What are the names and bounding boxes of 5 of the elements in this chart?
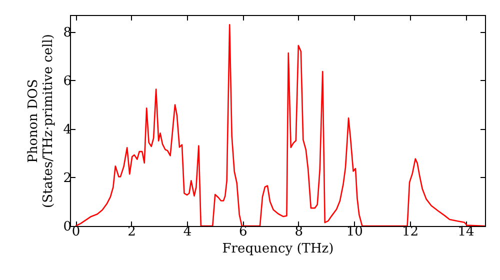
- x-axis-title: Frequency (THz): [222, 242, 334, 256]
- y-tick-label: 4: [63, 122, 72, 138]
- y-axis-title: Phonon DOS (States/THz·primitive cell): [26, 34, 56, 208]
- y-tick-label: 2: [63, 170, 72, 186]
- line-series: [74, 24, 485, 226]
